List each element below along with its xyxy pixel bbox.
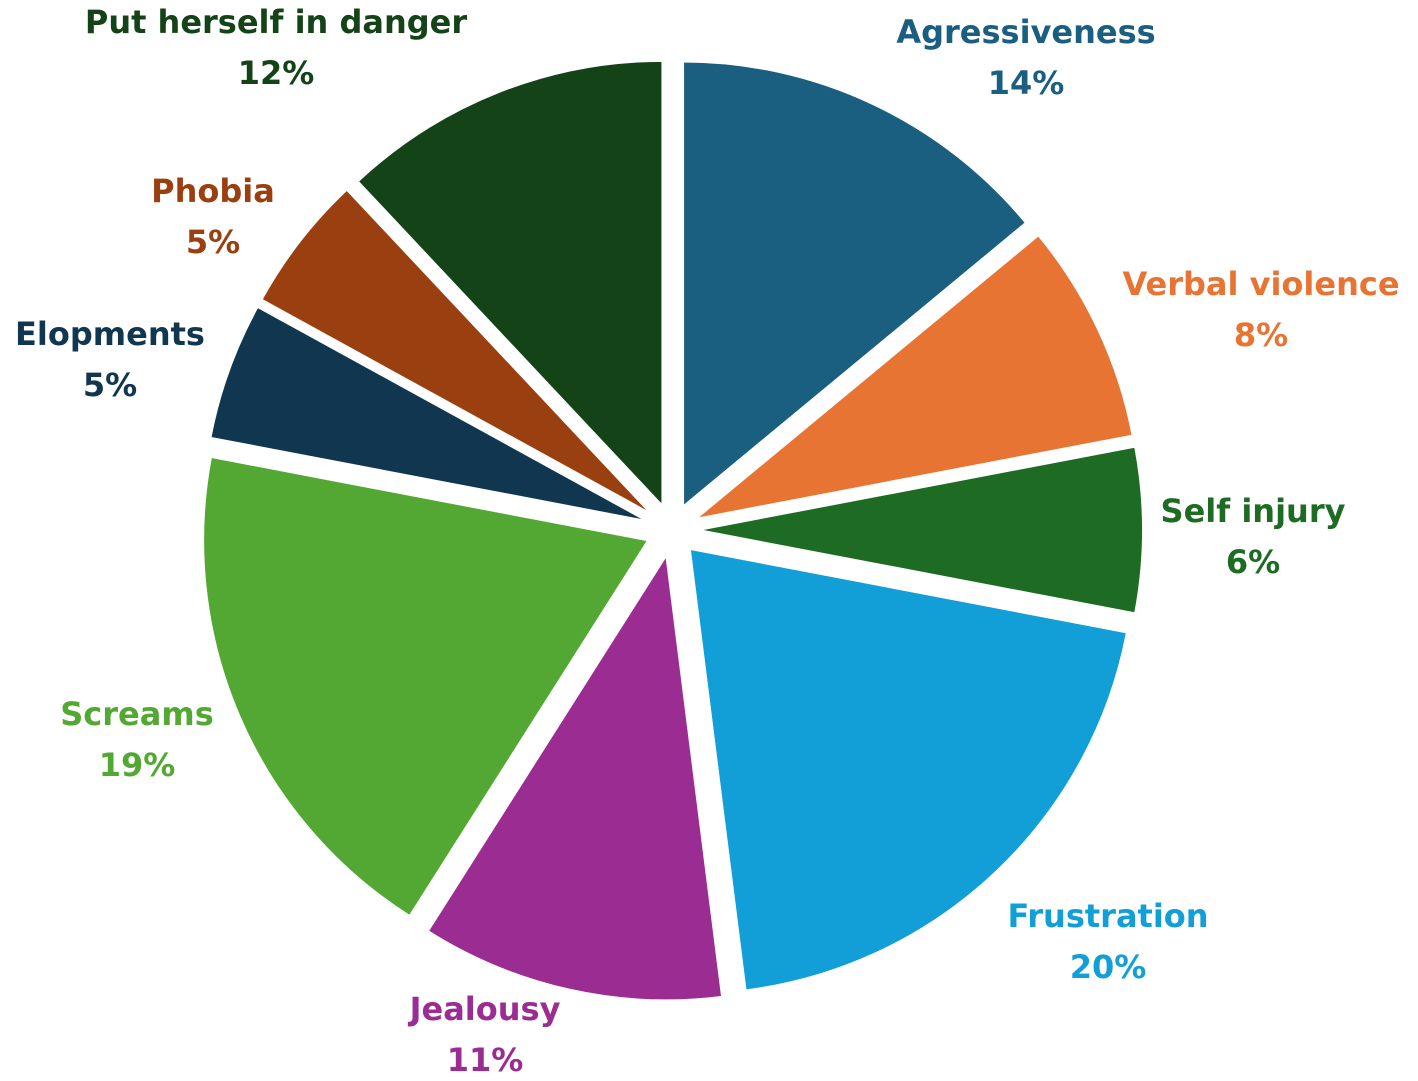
slice-label-phobia: Phobia bbox=[151, 172, 275, 210]
slice-label-jealousy: Jealousy bbox=[408, 990, 561, 1028]
slice-label-elopments: Elopments bbox=[15, 315, 205, 353]
slice-value-phobia: 5% bbox=[186, 223, 240, 261]
slice-label-verbal-violence: Verbal violence bbox=[1122, 265, 1399, 303]
pie-slice-verbal-violence bbox=[694, 233, 1134, 520]
pie-slice-self-injury bbox=[697, 445, 1145, 615]
pie-slice-phobia bbox=[260, 188, 653, 515]
pie-slice-screams bbox=[202, 455, 650, 918]
slice-value-agressiveness: 14% bbox=[988, 64, 1065, 102]
pie-labels: Agressiveness 14% Verbal violence 8% Self in… bbox=[15, 3, 1399, 1079]
slice-value-self-injury: 6% bbox=[1226, 543, 1280, 581]
pie-slice-agressiveness bbox=[682, 60, 1028, 509]
pie-slice-frustration bbox=[688, 547, 1129, 992]
slice-label-self-injury: Self injury bbox=[1161, 492, 1346, 530]
slice-label-frustration: Frustration bbox=[1007, 897, 1208, 935]
slice-value-frustration: 20% bbox=[1070, 948, 1147, 986]
slice-value-elopments: 5% bbox=[83, 366, 137, 404]
slice-label-screams: Screams bbox=[60, 695, 213, 733]
slice-value-screams: 19% bbox=[99, 746, 176, 784]
pie-slice-put-herself-in-danger bbox=[356, 59, 664, 509]
slice-value-jealousy: 11% bbox=[447, 1041, 524, 1079]
pie-slice-jealousy bbox=[426, 552, 724, 1002]
pie-slices bbox=[202, 59, 1145, 1002]
slice-value-verbal-violence: 8% bbox=[1234, 316, 1288, 354]
slice-label-agressiveness: Agressiveness bbox=[896, 13, 1155, 51]
slice-value-put-herself-in-danger: 12% bbox=[238, 54, 315, 92]
slice-label-put-herself-in-danger: Put herself in danger bbox=[85, 3, 468, 41]
pie-slice-elopments bbox=[209, 305, 649, 523]
